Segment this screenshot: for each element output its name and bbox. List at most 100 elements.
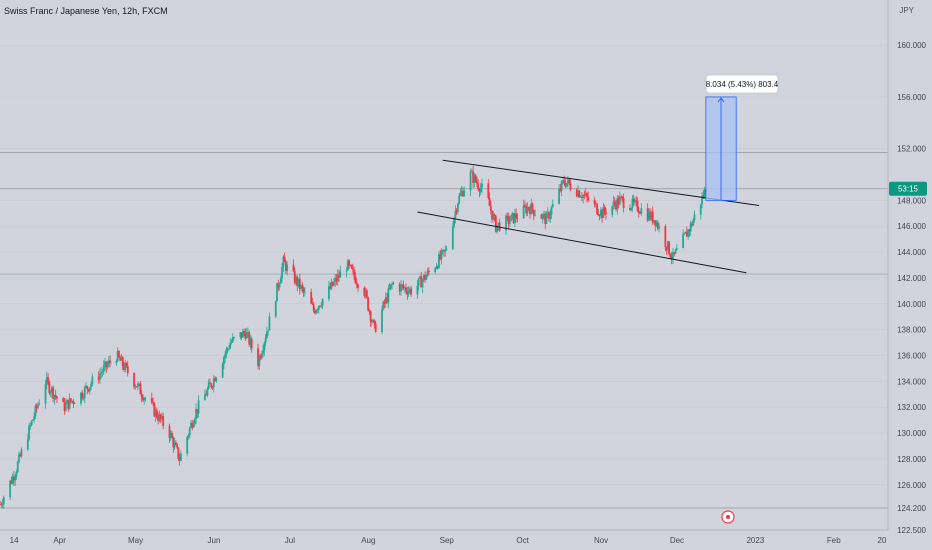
- candle[interactable]: [266, 326, 268, 339]
- candle[interactable]: [120, 353, 123, 361]
- candle[interactable]: [107, 356, 110, 368]
- candle[interactable]: [116, 347, 119, 363]
- candle[interactable]: [580, 192, 583, 202]
- candle[interactable]: [82, 393, 85, 401]
- candle[interactable]: [212, 375, 215, 393]
- candle[interactable]: [54, 389, 57, 401]
- candle[interactable]: [104, 357, 106, 371]
- candle[interactable]: [672, 247, 674, 264]
- candle[interactable]: [507, 212, 510, 230]
- candle[interactable]: [545, 210, 548, 225]
- candle[interactable]: [118, 350, 120, 359]
- candle[interactable]: [420, 271, 423, 288]
- candle[interactable]: [699, 204, 702, 220]
- candle[interactable]: [47, 373, 49, 386]
- candle[interactable]: [162, 412, 165, 430]
- candle[interactable]: [278, 282, 281, 291]
- candle[interactable]: [462, 187, 464, 197]
- candle[interactable]: [454, 205, 457, 224]
- candle[interactable]: [612, 195, 615, 210]
- candle[interactable]: [187, 433, 190, 440]
- candle[interactable]: [654, 220, 657, 232]
- candle[interactable]: [374, 321, 377, 333]
- candle[interactable]: [18, 451, 20, 464]
- candle[interactable]: [508, 215, 511, 228]
- candle[interactable]: [298, 273, 301, 295]
- candle[interactable]: [569, 178, 572, 192]
- candle[interactable]: [634, 197, 636, 206]
- candle[interactable]: [630, 207, 633, 212]
- candle[interactable]: [650, 210, 653, 221]
- candle[interactable]: [463, 186, 466, 197]
- candle[interactable]: [15, 469, 18, 480]
- candle[interactable]: [248, 330, 251, 347]
- candle[interactable]: [56, 395, 58, 403]
- candle[interactable]: [505, 213, 507, 235]
- candle[interactable]: [426, 267, 429, 278]
- candle[interactable]: [71, 400, 74, 404]
- candle[interactable]: [30, 420, 33, 427]
- candle[interactable]: [613, 197, 616, 209]
- candle[interactable]: [593, 197, 596, 208]
- candle[interactable]: [682, 229, 684, 249]
- candle[interactable]: [37, 402, 39, 410]
- candle[interactable]: [20, 447, 23, 459]
- candle[interactable]: [31, 419, 34, 422]
- candle[interactable]: [424, 271, 426, 283]
- candle[interactable]: [421, 278, 424, 293]
- candle[interactable]: [300, 284, 302, 291]
- candle[interactable]: [312, 301, 315, 313]
- candle[interactable]: [334, 273, 337, 287]
- candle[interactable]: [515, 208, 518, 223]
- candle[interactable]: [229, 338, 232, 350]
- candle[interactable]: [311, 297, 314, 306]
- candle[interactable]: [139, 381, 142, 395]
- candle[interactable]: [491, 210, 493, 223]
- candle[interactable]: [247, 327, 249, 339]
- candle[interactable]: [333, 277, 335, 287]
- candle[interactable]: [372, 318, 375, 323]
- candle[interactable]: [398, 282, 401, 296]
- candle[interactable]: [443, 249, 445, 257]
- candle[interactable]: [133, 372, 135, 390]
- candle[interactable]: [402, 280, 405, 291]
- candle[interactable]: [524, 200, 526, 208]
- candle[interactable]: [97, 371, 100, 384]
- candle[interactable]: [150, 392, 153, 405]
- candle[interactable]: [53, 394, 56, 405]
- candle[interactable]: [207, 378, 210, 390]
- candle[interactable]: [63, 397, 66, 415]
- candle[interactable]: [13, 470, 15, 486]
- candle[interactable]: [510, 215, 512, 222]
- candle[interactable]: [264, 333, 267, 347]
- price-axis-panel[interactable]: [888, 0, 932, 530]
- candle[interactable]: [338, 269, 340, 282]
- candle[interactable]: [352, 263, 354, 275]
- candle[interactable]: [548, 210, 550, 222]
- candle[interactable]: [34, 403, 37, 419]
- candle[interactable]: [544, 211, 547, 230]
- candle[interactable]: [178, 453, 181, 466]
- candle[interactable]: [231, 333, 234, 343]
- candle[interactable]: [419, 275, 421, 280]
- candle[interactable]: [382, 300, 385, 311]
- candle[interactable]: [135, 386, 138, 388]
- candle[interactable]: [69, 398, 72, 404]
- candle[interactable]: [460, 186, 463, 197]
- candle[interactable]: [101, 368, 104, 377]
- candle[interactable]: [598, 214, 601, 221]
- candle[interactable]: [669, 253, 672, 259]
- candle[interactable]: [317, 305, 320, 314]
- candle[interactable]: [315, 309, 318, 315]
- candle[interactable]: [637, 206, 640, 218]
- candle[interactable]: [529, 205, 531, 219]
- candle[interactable]: [577, 185, 579, 199]
- candle[interactable]: [656, 219, 659, 231]
- candle[interactable]: [314, 308, 316, 315]
- candle[interactable]: [441, 249, 444, 255]
- candle[interactable]: [475, 176, 478, 188]
- candle[interactable]: [123, 361, 125, 372]
- candle[interactable]: [142, 394, 144, 402]
- candle[interactable]: [575, 187, 578, 198]
- candle[interactable]: [498, 218, 501, 232]
